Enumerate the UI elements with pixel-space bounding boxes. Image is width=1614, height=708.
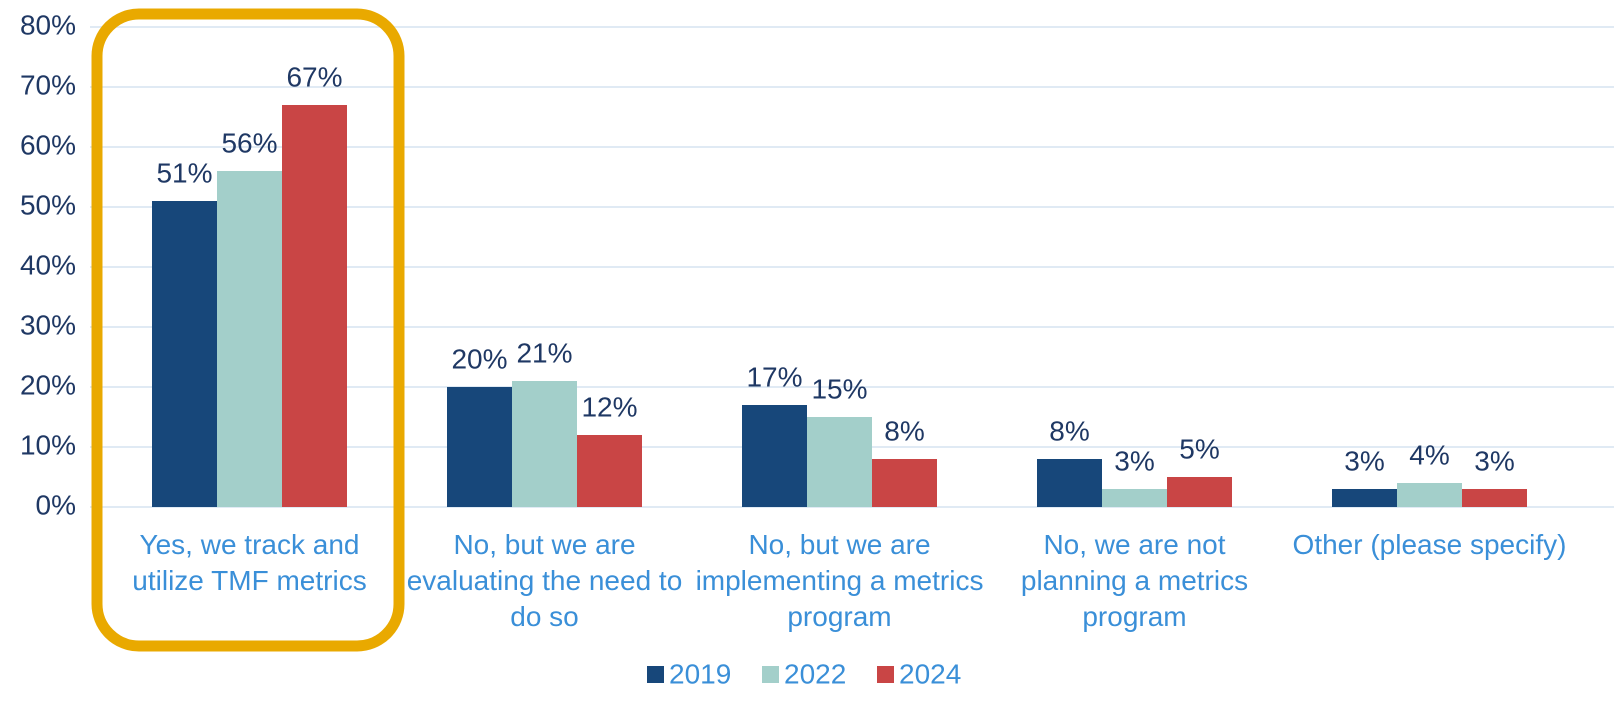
y-tick-label: 20% (20, 369, 76, 400)
x-tick-label: Yes, we track and utilize TMF metrics (132, 529, 367, 596)
value-label: 15% (811, 373, 867, 404)
bar (447, 387, 512, 507)
y-tick-label: 40% (20, 249, 76, 280)
value-label: 21% (516, 337, 572, 368)
value-label: 3% (1114, 445, 1154, 476)
value-label: 17% (746, 361, 802, 392)
value-label: 3% (1474, 445, 1514, 476)
legend-swatch (647, 666, 664, 683)
legend-label: 2022 (784, 658, 846, 689)
y-tick-label: 50% (20, 189, 76, 220)
legend-label: 2024 (899, 658, 961, 689)
bar (282, 105, 347, 507)
y-tick-label: 60% (20, 129, 76, 160)
bar (1167, 477, 1232, 507)
x-tick-label: No, we are not planning a metrics progra… (1020, 529, 1249, 632)
value-label: 4% (1409, 439, 1449, 470)
value-label: 5% (1179, 433, 1219, 464)
legend-swatch (877, 666, 894, 683)
x-tick-label: Other (please specify) (1292, 529, 1567, 560)
bar (1397, 483, 1462, 507)
bar (807, 417, 872, 507)
y-tick-label: 30% (20, 309, 76, 340)
value-label: 56% (221, 127, 277, 158)
y-tick-label: 70% (20, 69, 76, 100)
value-label: 12% (581, 391, 637, 422)
y-tick-label: 80% (20, 9, 76, 40)
value-label: 8% (1049, 415, 1089, 446)
highlight-box (91, 8, 405, 652)
bar (152, 201, 217, 507)
bar (742, 405, 807, 507)
legend-swatch (762, 666, 779, 683)
y-tick-label: 0% (36, 489, 76, 520)
bar (577, 435, 642, 507)
value-label: 20% (451, 343, 507, 374)
bar (1462, 489, 1527, 507)
value-label: 8% (884, 415, 924, 446)
bar (217, 171, 282, 507)
bar (1332, 489, 1397, 507)
value-label: 3% (1344, 445, 1384, 476)
bar (1102, 489, 1167, 507)
bar (1037, 459, 1102, 507)
legend-label: 2019 (669, 658, 731, 689)
x-tick-label: No, but we are implementing a metrics pr… (695, 529, 984, 632)
bar (512, 381, 577, 507)
bar (872, 459, 937, 507)
x-tick-label: No, but we are evaluating the need to do… (406, 529, 683, 632)
y-tick-label: 10% (20, 429, 76, 460)
value-label: 51% (156, 157, 212, 188)
value-label: 67% (286, 61, 342, 92)
